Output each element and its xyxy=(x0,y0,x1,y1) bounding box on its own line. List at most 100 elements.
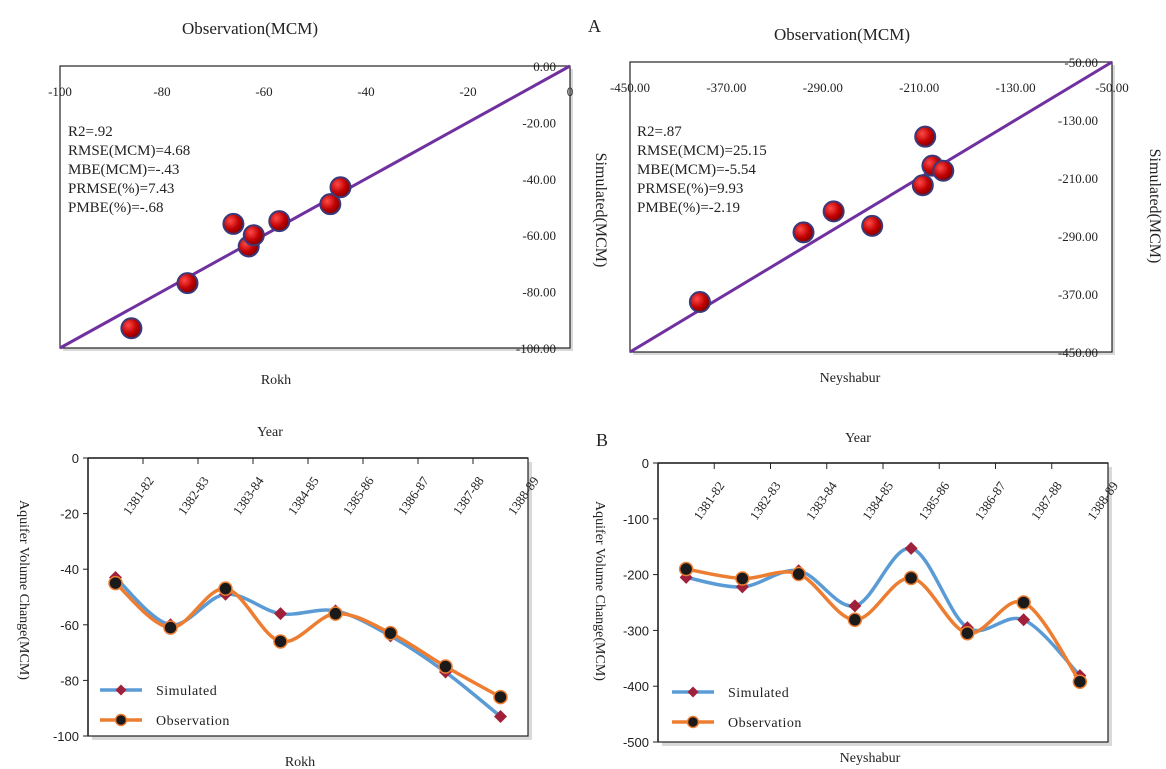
x-tick-label: 0 xyxy=(567,84,574,99)
stat-annotation: RMSE(MCM)=4.68 xyxy=(68,143,190,159)
data-point xyxy=(120,317,143,340)
y-tick-label: -400 xyxy=(623,679,649,694)
legend-marker xyxy=(115,684,127,696)
data-point xyxy=(242,224,265,247)
x-axis-title: Observation(MCM) xyxy=(182,19,318,38)
x-tick-label: -80 xyxy=(153,84,170,99)
data-point xyxy=(861,214,884,237)
x-axis-title: Observation(MCM) xyxy=(774,25,910,44)
y-tick-label: -290.00 xyxy=(1058,229,1098,244)
data-point xyxy=(960,625,975,641)
reference-line xyxy=(59,64,571,350)
data-point xyxy=(904,541,918,555)
data-point xyxy=(911,174,934,197)
stat-annotation: PMBE(%)=-.68 xyxy=(68,200,164,216)
y-tick-label: 0 xyxy=(72,451,79,466)
data-point xyxy=(847,612,863,628)
data-point xyxy=(688,290,711,313)
y-tick-label: -40 xyxy=(60,562,79,577)
y-tick-label: -500 xyxy=(623,735,649,750)
data-point xyxy=(218,581,233,596)
data-point xyxy=(222,212,245,235)
data-point xyxy=(383,625,398,641)
x-tick-label: -60 xyxy=(255,84,272,99)
data-point xyxy=(329,176,352,199)
data-point xyxy=(903,570,919,586)
data-point xyxy=(273,634,288,649)
stat-annotation: MBE(MCM)=-.43 xyxy=(68,162,179,178)
y-axis-title: Aquifer Volume Change(MCM) xyxy=(592,501,607,681)
y-tick-label: -200 xyxy=(623,568,649,583)
legend-label: Observation xyxy=(728,716,802,731)
x-tick-label: -290.00 xyxy=(803,80,843,95)
data-point xyxy=(848,599,862,613)
stat-annotation: MBE(MCM)=-5.54 xyxy=(637,162,756,178)
x-axis-title: Year xyxy=(257,425,283,440)
legend-label: Simulated xyxy=(156,684,217,699)
y-tick-label: 0.00 xyxy=(533,59,556,74)
data-point xyxy=(176,272,199,295)
y-tick-label: -20 xyxy=(60,507,79,522)
y-axis-title: Simulated(MCM) xyxy=(592,153,609,268)
y-tick-label: -50.00 xyxy=(1064,55,1098,70)
y-tick-label: -100 xyxy=(53,729,79,744)
y-axis-title: Simulated(MCM) xyxy=(1146,149,1163,264)
panel-label-a: A xyxy=(588,16,601,36)
y-tick-label: -300 xyxy=(623,623,649,638)
plot-area xyxy=(87,457,529,737)
y-tick-label: -40.00 xyxy=(522,172,556,187)
stat-annotation: R2=.92 xyxy=(68,124,113,140)
data-point xyxy=(163,620,178,635)
x-tick-label: -20 xyxy=(459,84,476,99)
chart-caption: Neyshabur xyxy=(840,751,901,766)
chart-caption: Rokh xyxy=(285,755,315,769)
data-point xyxy=(1072,674,1088,689)
data-point xyxy=(1016,595,1031,610)
y-tick-label: -100.00 xyxy=(516,341,556,356)
legend-marker xyxy=(687,686,699,698)
legend-label: Observation xyxy=(156,714,230,729)
data-point xyxy=(319,193,342,216)
x-tick-label: -40 xyxy=(357,84,374,99)
data-point xyxy=(914,125,937,148)
legend-marker xyxy=(114,713,128,727)
data-point xyxy=(438,659,453,674)
y-tick-label: -100 xyxy=(623,512,649,527)
data-point xyxy=(735,571,750,586)
y-tick-label: -370.00 xyxy=(1058,287,1098,302)
data-point xyxy=(108,575,123,591)
x-tick-label: -50.00 xyxy=(1095,80,1129,95)
panel-label-b: B xyxy=(596,430,609,450)
data-point xyxy=(328,606,343,621)
legend-marker xyxy=(686,715,700,729)
data-point xyxy=(274,607,287,621)
data-point xyxy=(932,159,955,182)
y-tick-label: -80 xyxy=(60,673,79,688)
y-tick-label: 0 xyxy=(642,456,649,471)
data-point xyxy=(792,221,815,244)
legend-label: Simulated xyxy=(728,686,789,701)
data-point xyxy=(791,566,806,582)
x-axis-title: Year xyxy=(845,431,871,446)
data-point xyxy=(268,210,291,233)
data-point xyxy=(1017,613,1031,627)
data-point xyxy=(493,689,508,705)
chart-caption: Neyshabur xyxy=(820,371,881,386)
data-point xyxy=(678,561,694,577)
stat-annotation: PRMSE(%)=9.93 xyxy=(637,181,743,197)
y-tick-label: -130.00 xyxy=(1058,113,1098,128)
x-tick-label: -210.00 xyxy=(899,80,939,95)
x-tick-label: -450.00 xyxy=(610,80,650,95)
scatter-chart-neyshabur: -450.00 -370.00 -290.00 -210.00 -130.00 -50.0… xyxy=(610,25,1163,386)
y-tick-label: -60.00 xyxy=(522,228,556,243)
scatter-chart-rokh: -100 -80 -60 -40 -20 0 0.00 -20.00 -40.00 -60.00 -… xyxy=(48,19,609,388)
stat-annotation: R2=.87 xyxy=(637,124,682,140)
data-point xyxy=(822,200,845,223)
x-tick-label: -370.00 xyxy=(706,80,746,95)
y-axis-title: Aquifer Volume Change(MCM) xyxy=(16,500,31,680)
y-tick-label: -210.00 xyxy=(1058,171,1098,186)
y-tick-label: -20.00 xyxy=(522,115,556,130)
data-point xyxy=(494,710,507,724)
